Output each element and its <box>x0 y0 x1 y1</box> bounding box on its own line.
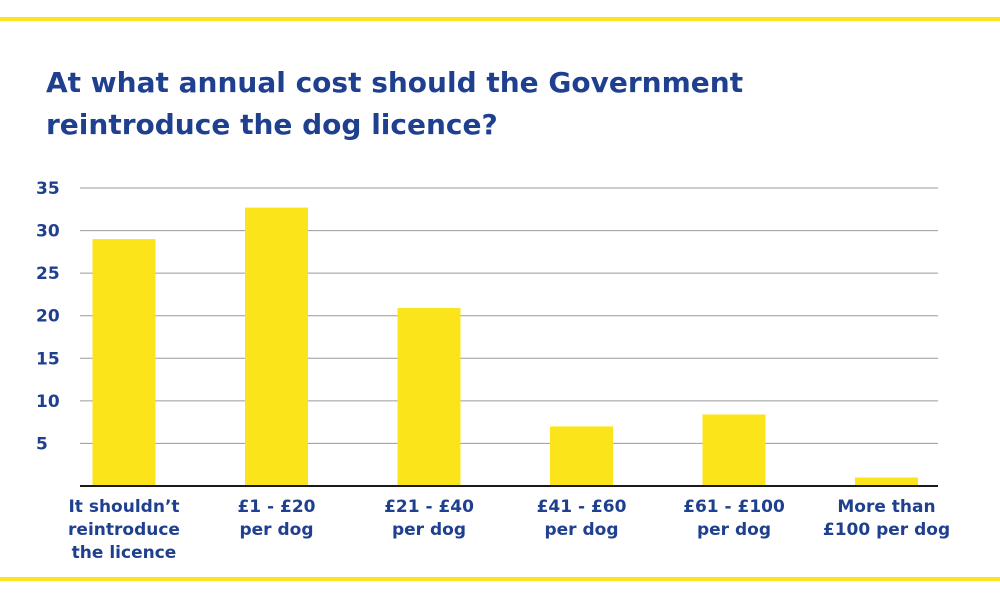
bar <box>245 207 308 486</box>
x-category-label-line: More than <box>837 497 935 517</box>
top-rule <box>0 17 1000 21</box>
y-tick-label: 35 <box>36 179 60 199</box>
chart-title: At what annual cost should the Governmen… <box>46 62 946 146</box>
x-category-label-line: £41 - £60 <box>537 497 627 517</box>
chart-title-line-1: At what annual cost should the Governmen… <box>46 66 744 99</box>
x-category-label-line: per dog <box>239 520 313 540</box>
y-axis-tick-labels: 5 10 15 20 25 30 35 <box>36 179 60 454</box>
x-category-label-line: £100 per dog <box>823 520 950 540</box>
x-category-label-line: £1 - £20 <box>237 497 315 517</box>
y-tick-label: 5 <box>36 434 48 454</box>
gridlines <box>80 187 938 444</box>
y-tick-label: 15 <box>36 349 60 369</box>
x-category-label-line: the licence <box>72 543 177 563</box>
x-category-label-line: £21 - £40 <box>384 497 474 517</box>
x-category-label: £61 - £100 per dog <box>683 497 785 540</box>
x-category-label-line: per dog <box>697 520 771 540</box>
x-category-label-line: £61 - £100 <box>683 497 785 517</box>
x-category-label-line: per dog <box>392 520 466 540</box>
chart-title-line-2: reintroduce the dog licence? <box>46 108 498 141</box>
bar <box>855 477 918 486</box>
y-tick-label: 20 <box>36 307 60 327</box>
x-category-label: More than £100 per dog <box>823 497 950 540</box>
y-tick-label: 10 <box>36 392 60 412</box>
bottom-rule <box>0 577 1000 581</box>
x-category-label: £41 - £60 per dog <box>537 497 627 540</box>
y-tick-label: 30 <box>36 222 60 242</box>
x-category-label-line: per dog <box>544 520 618 540</box>
x-category-label-line: reintroduce <box>68 520 180 540</box>
bar <box>397 308 461 486</box>
x-category-label-line: It shouldn’t <box>68 497 179 517</box>
y-tick-label: 25 <box>36 264 60 284</box>
bar <box>550 426 613 486</box>
x-category-label: £21 - £40 per dog <box>384 497 474 540</box>
bar <box>702 414 766 486</box>
x-axis-category-labels: It shouldn’t reintroduce the licence £1 - £… <box>68 497 950 563</box>
x-category-label: It shouldn’t reintroduce the licence <box>68 497 180 563</box>
bar <box>92 239 156 486</box>
x-category-label: £1 - £20 per dog <box>237 497 315 540</box>
bars <box>92 207 918 486</box>
